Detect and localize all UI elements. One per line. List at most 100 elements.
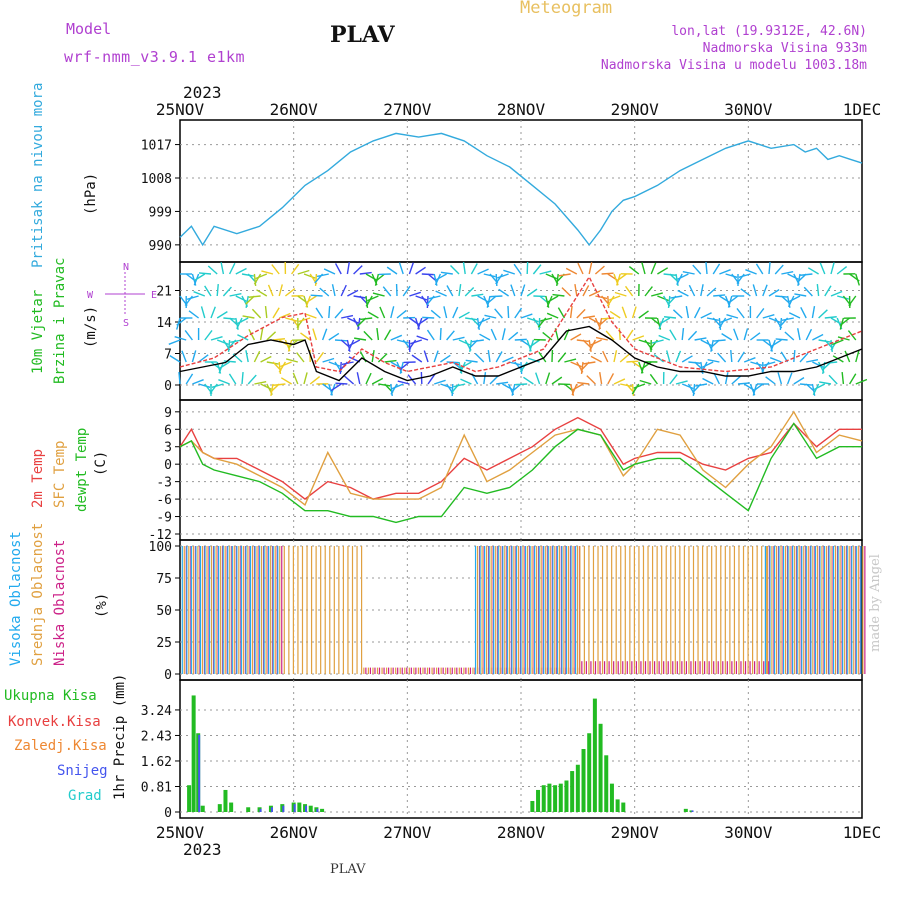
wind-barb [582, 315, 595, 319]
wind-barb [440, 354, 451, 363]
wind-barb [378, 383, 391, 387]
wind-barb [743, 328, 749, 341]
y-tick-label: 25 [156, 636, 172, 651]
wind-barb [784, 331, 795, 341]
wind-barb [818, 339, 831, 343]
wind-barb [540, 317, 553, 322]
wind-barb [811, 306, 816, 319]
x-tick-top-28NOV: 28NOV [497, 100, 546, 119]
wind-barb [237, 317, 249, 325]
precip-bar [683, 808, 688, 812]
wind-barb [223, 360, 236, 363]
wind-barb [590, 339, 602, 346]
precip-bar [604, 755, 609, 812]
wind-barb [477, 317, 485, 329]
wind-barb [589, 339, 597, 351]
wind-barb [193, 291, 206, 297]
wind-barb [692, 383, 696, 397]
wind-barb [569, 306, 573, 319]
wind-barb [763, 361, 776, 366]
wind-barb [242, 315, 255, 319]
x-tick-bottom-28NOV: 28NOV [497, 823, 546, 842]
wind-barb [365, 295, 373, 307]
y-tick-label: 21 [156, 285, 172, 300]
wind-barb [535, 372, 541, 385]
precip-bar [297, 802, 302, 812]
wind-barb [495, 273, 498, 287]
wind-barb [229, 293, 242, 297]
wind-barb [702, 377, 714, 385]
wind-barb [659, 317, 671, 325]
series-line-2m-temp [179, 416, 862, 500]
wind-barb [832, 339, 844, 346]
series-line-pritisak-na-nivou-mora [179, 132, 863, 247]
y-tick-label: 50 [156, 604, 172, 619]
wind-barb [658, 334, 671, 341]
y-tick-label: 0 [164, 379, 172, 394]
wind-barb [259, 328, 264, 341]
wind-barb [520, 284, 526, 297]
wind-barb [297, 269, 310, 275]
wind-barb [314, 273, 318, 287]
wind-barb [315, 307, 324, 319]
wind-barb [779, 317, 783, 331]
wind-barb [353, 295, 366, 299]
y-tick-label: 999 [149, 205, 172, 220]
cloud-high-label: Visoka Oblacnost [8, 531, 24, 666]
wind-barb [204, 285, 212, 297]
wind-barb [408, 262, 414, 275]
wind-barb [545, 273, 558, 280]
wind-barb [542, 331, 553, 341]
wind-barb [490, 295, 503, 298]
wind-barb [547, 295, 559, 303]
wind-barb [435, 290, 447, 297]
wind-barb [752, 383, 764, 392]
wind-barb [641, 262, 646, 275]
panel-pressure: 990 999 1008 1017 [141, 119, 863, 263]
wind-barb [633, 383, 646, 389]
wind-barb [700, 284, 704, 297]
precip-bars [187, 695, 694, 812]
wind-barb [390, 383, 398, 395]
wind-barb [818, 309, 828, 319]
x-tick-top-25NOV: 25NOV [156, 100, 205, 119]
wind-barb [309, 376, 321, 385]
wind-barb [669, 374, 678, 385]
wind-barb [460, 378, 472, 385]
wind-barb [188, 310, 200, 319]
wind-barb [465, 359, 478, 363]
wind-barb [303, 372, 308, 385]
wind-barb [626, 360, 639, 363]
wind-barb [496, 381, 509, 385]
wind-barb [508, 331, 519, 341]
footer-station: PLAV [330, 862, 366, 877]
wind-barb [296, 352, 305, 363]
wind-barb [713, 372, 721, 385]
wind-barb [616, 273, 627, 282]
wind-barb [688, 284, 696, 297]
wind-barb [793, 349, 796, 363]
series-line-gust [179, 275, 863, 373]
pressure-unit: (hPa) [83, 173, 99, 215]
wind-barb [595, 336, 608, 341]
precip-bar [575, 764, 580, 812]
wind-barb [638, 339, 651, 345]
wind-barb [586, 375, 596, 385]
wind-barb [577, 262, 584, 275]
wind-barb [458, 311, 470, 319]
cloud-unit: (%) [94, 593, 110, 618]
y-tick-label: 3 [164, 441, 172, 456]
wind-barb [396, 339, 409, 344]
wind-barb [502, 356, 514, 363]
wind-barb [598, 317, 609, 327]
wind-barb [344, 375, 355, 385]
wind-barb [458, 284, 462, 297]
wind-barb [415, 266, 426, 275]
wind-barb [228, 373, 237, 385]
precip-bar [316, 808, 319, 812]
wind-barb [241, 273, 254, 277]
wind-barb [651, 339, 664, 344]
wind-barb [433, 350, 439, 363]
x-tick-bottom-29NOV: 29NOV [611, 823, 660, 842]
wind-barb [721, 333, 733, 341]
